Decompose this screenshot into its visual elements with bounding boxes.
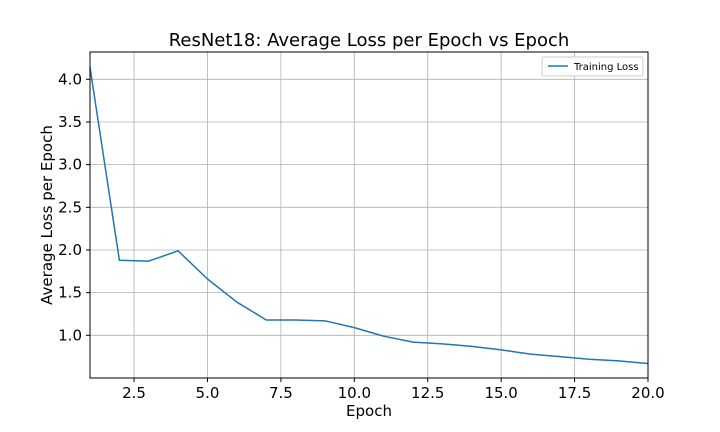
x-tick-label: 12.5 <box>411 384 444 402</box>
x-tick-label: 15.0 <box>484 384 517 402</box>
grid-lines <box>90 52 649 378</box>
y-axis-title: Average Loss per Epoch <box>38 125 56 305</box>
plot-frame <box>89 51 649 379</box>
series-line-training-loss <box>89 67 649 365</box>
x-tick-label: 7.5 <box>269 384 293 402</box>
legend: Training Loss <box>541 56 644 77</box>
legend-box <box>541 56 644 77</box>
chart-title: ResNet18: Average Loss per Epoch vs Epoc… <box>169 30 570 51</box>
legend-label: Training Loss <box>573 62 639 73</box>
y-tick-label: 4.0 <box>58 70 82 88</box>
y-tick-label: 1.0 <box>58 326 82 344</box>
x-tick-label: 10.0 <box>338 384 371 402</box>
series-layer <box>89 67 649 365</box>
x-tick-label: 17.5 <box>558 384 591 402</box>
x-axis-title: Epoch <box>346 402 392 420</box>
y-tick-label: 2.5 <box>58 198 82 216</box>
x-tick-label: 2.5 <box>122 384 146 402</box>
x-tick-label: 5.0 <box>196 384 220 402</box>
x-tick-label: 20.0 <box>631 384 664 402</box>
y-tick-label: 2.0 <box>58 241 82 259</box>
y-tick-label: 3.5 <box>58 113 82 131</box>
y-tick-label: 1.5 <box>58 284 82 302</box>
y-tick-label: 3.0 <box>58 156 82 174</box>
axis-ticks: 2.5 5.0 7.5 10.0 12.5 15.0 17.5 20.0 1.0 1.5 2.0 2.… <box>58 70 665 402</box>
